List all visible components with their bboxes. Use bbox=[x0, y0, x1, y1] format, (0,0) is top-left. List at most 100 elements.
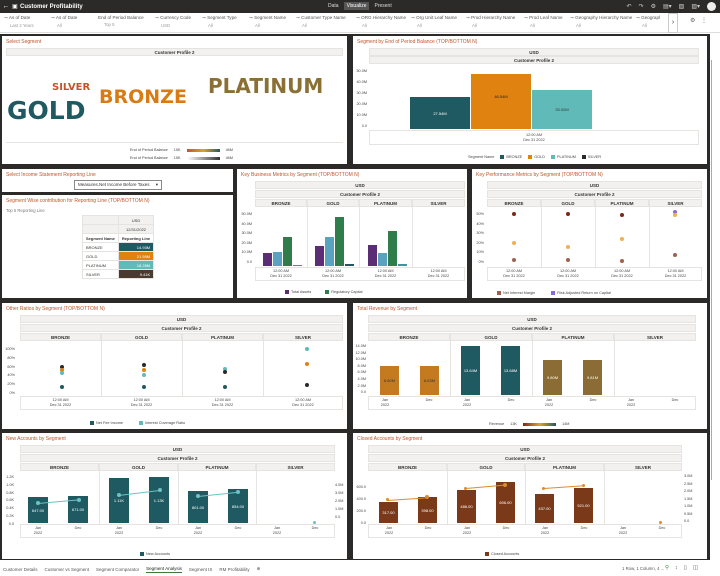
legend-regulatory-capital[interactable]: Regulatory Capital bbox=[325, 290, 363, 294]
filter-as-of-date-2[interactable]: ⊸ As of Date All bbox=[51, 15, 78, 28]
reporting-line-select[interactable]: Measures.Net Income Before Taxes ▾ bbox=[74, 180, 162, 190]
table-row[interactable]: BRONZE 14.93M bbox=[82, 242, 155, 252]
mode-visualize[interactable]: Visualize bbox=[343, 2, 370, 10]
tab-rm-profitability[interactable]: RM Profitability bbox=[219, 566, 250, 572]
tab-segment-is[interactable]: Segment IS bbox=[188, 566, 213, 572]
bar-revenue-platinum-jan[interactable]: 9.80M bbox=[543, 360, 562, 395]
panel-other-ratios: Other Ratios by Segment (TOP/BOTTOM N) U… bbox=[2, 303, 347, 429]
filter-end-of-period-balance[interactable]: End of Period Balance Top 5 bbox=[98, 15, 144, 27]
bar-closed-platinum-jan[interactable]: 437.00 bbox=[535, 494, 554, 523]
legend-gold[interactable]: GOLD bbox=[528, 155, 545, 159]
vertical-scrollbar[interactable] bbox=[711, 60, 714, 480]
bar-closed-gold-dec[interactable]: 606.00 bbox=[496, 482, 515, 523]
bar-total-assets-platinum[interactable] bbox=[368, 245, 377, 266]
preview-icon[interactable]: ▧ bbox=[678, 4, 685, 10]
legend-net-fee-income[interactable]: Net Fee Income bbox=[90, 421, 123, 425]
filter-segment-type[interactable]: ⊸ Segment Type All bbox=[202, 15, 237, 28]
y-axis: 50% 40% 30% 20% 10% 0% bbox=[476, 212, 484, 264]
legend-raroc[interactable]: Risk Adjusted Return on Capital bbox=[551, 291, 611, 295]
bar-regulatory-capital-bronze[interactable] bbox=[283, 237, 292, 266]
mode-switcher: Data Visualize Present bbox=[325, 2, 395, 10]
legend-platinum[interactable]: PLATINUM bbox=[550, 155, 576, 159]
bar-revenue-gold-jan[interactable]: 13.64M bbox=[461, 346, 480, 395]
bar-new-platinum-dec[interactable]: 854.00 bbox=[228, 489, 248, 523]
legend-bronze[interactable]: BRONZE bbox=[500, 155, 522, 159]
color-gradient bbox=[186, 148, 220, 152]
table-row[interactable]: SILVER 9.41K bbox=[82, 269, 155, 279]
word-bronze[interactable]: BRONZE bbox=[99, 86, 187, 108]
size-gradient bbox=[186, 156, 220, 160]
y-axis: 100% 80% 60% 40% 20% 0% bbox=[5, 347, 15, 395]
bar-closed-gold-jan[interactable]: 486.00 bbox=[457, 490, 476, 523]
filter-as-of-date-1[interactable]: ⊸ As of Date Last 2 Years bbox=[4, 15, 34, 28]
bar-revenue-bronze-jan[interactable]: 6.60M bbox=[380, 366, 399, 395]
tab-customer-vs-segment[interactable]: Customer vs Segment bbox=[44, 566, 90, 572]
filter-customer-type-name[interactable]: ⊸ Customer Type Name All bbox=[296, 15, 346, 28]
tab-customer-details[interactable]: Customer Details bbox=[3, 566, 38, 572]
bar-platinum[interactable]: 33.02M bbox=[532, 90, 592, 129]
bar-new-gold-jan[interactable]: 1.11K bbox=[109, 478, 129, 523]
filter-org-unit-leaf-name[interactable]: ⊸ Org Unit Leaf Name All bbox=[411, 15, 457, 28]
app-logo-icon: ▣ bbox=[12, 4, 18, 10]
legend-total-assets[interactable]: Total Assets bbox=[285, 290, 311, 294]
tab-segment-analysis[interactable]: Segment Analysis bbox=[146, 566, 182, 573]
table-row[interactable]: GOLD 21.59M bbox=[82, 251, 155, 261]
size-legend: End of Period Balance 15K 46M bbox=[130, 156, 233, 160]
word-platinum[interactable]: PLATINUM bbox=[208, 74, 324, 98]
filter-geography-hierarchy-name[interactable]: ⊸ Geography Hierarchy Name All bbox=[570, 15, 632, 28]
filter-currency-code[interactable]: ⊸ Currency Code USD bbox=[155, 15, 192, 28]
panel-title: Total Revenue by Segment bbox=[357, 306, 418, 312]
redo-icon[interactable]: ↷ bbox=[638, 4, 644, 10]
layout-icon[interactable]: ▯ bbox=[683, 565, 687, 571]
bar-new-gold-dec[interactable]: 1.13K bbox=[149, 477, 169, 523]
bar-total-assets-bronze[interactable] bbox=[263, 253, 272, 266]
sort-icon[interactable]: ↕ bbox=[675, 565, 678, 571]
bar-total-assets-gold[interactable] bbox=[315, 246, 324, 266]
filter-prod-hierarchy-name[interactable]: ⊸ Prod Hierarchy Name All bbox=[466, 15, 516, 28]
word-gold[interactable]: GOLD bbox=[7, 96, 86, 125]
refresh-icon[interactable]: ⚙ bbox=[650, 4, 656, 10]
layout-split-icon[interactable]: ◫ bbox=[692, 565, 699, 571]
more-options-icon[interactable]: ⋮ bbox=[701, 18, 707, 24]
pin-icon[interactable]: ⚲ bbox=[665, 565, 670, 571]
filter-segment-name[interactable]: ⊸ Segment Name All bbox=[249, 15, 287, 28]
filter-geography[interactable]: ⊸ GeographyAll bbox=[636, 15, 660, 28]
legend: New Accounts bbox=[140, 552, 170, 556]
bar-regulatory-capital-gold[interactable] bbox=[335, 217, 344, 266]
gear-icon[interactable]: ⚙ bbox=[690, 18, 696, 24]
bar-closed-platinum-dec[interactable]: 521.00 bbox=[574, 488, 593, 523]
tab-segment-comparator[interactable]: Segment Comparator bbox=[96, 566, 140, 572]
bar-closed-bronze-dec[interactable]: 398.00 bbox=[418, 497, 437, 523]
avatar[interactable] bbox=[707, 2, 716, 11]
filter-org-hierarchy-name[interactable]: ⊸ ORG Hierarchy Name All bbox=[356, 15, 407, 28]
bar-revenue-gold-dec[interactable]: 13.68M bbox=[501, 346, 520, 395]
legend-net-interest-margin[interactable]: Net Interest Margin bbox=[497, 291, 535, 295]
back-icon[interactable]: ← bbox=[2, 3, 10, 10]
bar-bronze[interactable]: 27.54M bbox=[410, 97, 470, 129]
bar-closed-bronze-jan[interactable]: 317.00 bbox=[379, 502, 398, 523]
bar-new-platinum-jan[interactable]: 801.00 bbox=[188, 491, 208, 523]
bar-revenue-bronze-dec[interactable]: 6.63M bbox=[420, 366, 439, 395]
save-icon[interactable]: ▨▾ bbox=[691, 4, 700, 10]
legend-closed-accounts[interactable]: Closed Accounts bbox=[485, 552, 519, 556]
y2-axis: 4.0M 3.0M 2.0M 1.0M 0.0 bbox=[335, 483, 344, 519]
filter-prod-leaf-name[interactable]: ⊸ Prod Leaf Name All bbox=[524, 15, 563, 28]
table-row[interactable]: PLATINUM 18.28M bbox=[82, 260, 155, 270]
bar-gold[interactable]: 46.54M bbox=[471, 74, 531, 129]
legend-silver[interactable]: SILVER bbox=[581, 155, 601, 159]
legend: Segment Name BRONZE GOLD PLATINUM SILVER bbox=[468, 155, 602, 159]
bar-new-bronze-dec[interactable]: 671.00 bbox=[68, 496, 88, 523]
legend: Closed Accounts bbox=[485, 552, 519, 556]
add-data-icon[interactable]: ▤▾ bbox=[662, 4, 672, 10]
word-silver[interactable]: SILVER bbox=[52, 82, 91, 93]
undo-icon[interactable]: ↶ bbox=[626, 4, 632, 10]
bar-regulatory-capital-platinum[interactable] bbox=[388, 231, 397, 266]
mode-data[interactable]: Data bbox=[328, 3, 339, 9]
mode-present[interactable]: Present bbox=[374, 3, 392, 9]
add-tab-icon[interactable]: ⊕ bbox=[256, 566, 261, 571]
chevron-right-icon[interactable]: › bbox=[668, 13, 678, 33]
legend-new-accounts[interactable]: New Accounts bbox=[140, 552, 170, 556]
legend-interest-coverage-ratio[interactable]: Interest Coverage Ratio bbox=[139, 421, 185, 425]
bar-revenue-platinum-dec[interactable]: 9.81M bbox=[583, 360, 602, 395]
color-gradient bbox=[522, 422, 556, 426]
